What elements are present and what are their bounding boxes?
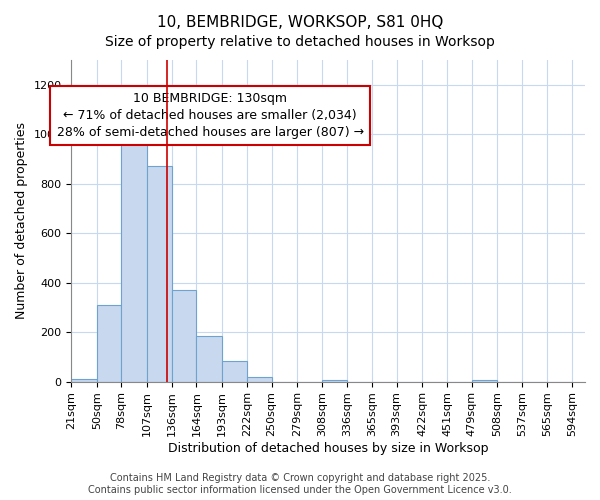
Text: Contains HM Land Registry data © Crown copyright and database right 2025.
Contai: Contains HM Land Registry data © Crown c… — [88, 474, 512, 495]
Text: Size of property relative to detached houses in Worksop: Size of property relative to detached ho… — [105, 35, 495, 49]
Bar — [71, 379, 97, 382]
Bar — [472, 380, 497, 382]
Y-axis label: Number of detached properties: Number of detached properties — [15, 122, 28, 320]
Bar — [322, 380, 347, 382]
Text: 10, BEMBRIDGE, WORKSOP, S81 0HQ: 10, BEMBRIDGE, WORKSOP, S81 0HQ — [157, 15, 443, 30]
Bar — [247, 376, 272, 382]
Bar — [172, 290, 196, 382]
Bar — [121, 134, 146, 382]
Bar — [97, 305, 121, 382]
Bar — [146, 166, 172, 382]
X-axis label: Distribution of detached houses by size in Worksop: Distribution of detached houses by size … — [168, 442, 488, 455]
Bar — [222, 360, 247, 382]
Text: 10 BEMBRIDGE: 130sqm
← 71% of detached houses are smaller (2,034)
28% of semi-de: 10 BEMBRIDGE: 130sqm ← 71% of detached h… — [56, 92, 364, 139]
Bar — [196, 336, 222, 382]
